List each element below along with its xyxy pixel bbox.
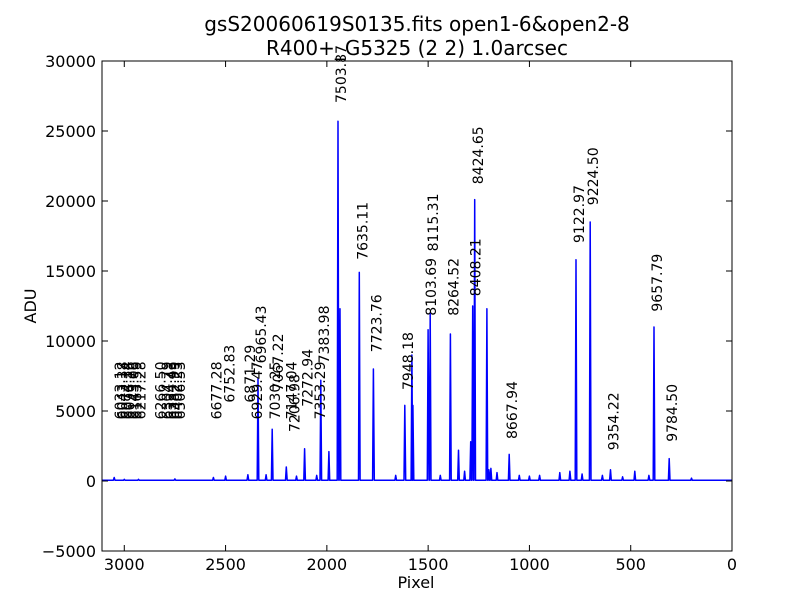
plot-area: 3000 2500 2000 1500 1000 500 0−500005000100001… xyxy=(42,45,737,574)
line-annotation: 7206.98 xyxy=(287,374,303,432)
plot-frame xyxy=(101,60,733,552)
line-annotation: 6402.25 xyxy=(170,361,186,419)
line-annotation: 6143.06 xyxy=(126,361,142,419)
line-annotation: 9122.97 xyxy=(572,185,588,243)
line-annotation: 6334.43 xyxy=(164,361,180,419)
line-annotation: 6043.38 xyxy=(116,361,132,419)
line-annotation: 9784.50 xyxy=(665,384,681,442)
line-annotation: 6965.43 xyxy=(254,305,270,363)
line-annotation: 6929.47 xyxy=(250,361,266,419)
line-annotation: 7635.11 xyxy=(355,202,371,260)
x-tick-label: 1500 xyxy=(408,555,449,574)
line-annotation: 7067.22 xyxy=(271,333,287,391)
x-axis-label: Pixel xyxy=(397,573,434,592)
y-tick-label: 15000 xyxy=(45,262,96,281)
line-annotation: 6304.79 xyxy=(160,361,176,419)
line-annotation: 6506.53 xyxy=(173,361,189,419)
x-tick-label: 0 xyxy=(727,555,737,574)
y-tick-label: 25000 xyxy=(45,122,96,141)
chart-subtitle: R400+_G5325 (2 2) 1.0arcsec xyxy=(266,36,568,60)
chart-title: gsS20060619S0135.fits open1-6&open2-8 xyxy=(204,12,630,36)
line-annotation: 6382.99 xyxy=(167,361,183,419)
line-annotation: 6217.28 xyxy=(134,361,150,419)
line-annotation: 6871.29 xyxy=(243,345,259,403)
line-annotation: 6033.12 xyxy=(113,361,129,419)
line-annotation: 9657.79 xyxy=(650,254,666,312)
line-annotation: 7353.29 xyxy=(313,361,329,419)
line-annotation: 6677.28 xyxy=(210,361,226,419)
line-annotation: 6096.16 xyxy=(122,361,138,419)
line-annotation: 8103.69 xyxy=(424,258,440,316)
y-tick-label: 30000 xyxy=(45,52,96,71)
line-annotation: 8115.31 xyxy=(426,193,442,251)
line-annotation: 8264.52 xyxy=(447,258,463,316)
x-tick-label: 1000 xyxy=(509,555,550,574)
spectrum-line xyxy=(102,120,732,482)
line-annotation: 6752.83 xyxy=(223,345,239,403)
line-annotation: 8424.65 xyxy=(471,126,487,184)
line-annotation: 9354.22 xyxy=(607,392,623,450)
y-tick-label: 0 xyxy=(86,472,96,491)
line-annotation: 6074.34 xyxy=(119,361,135,419)
x-tick-label: 500 xyxy=(615,555,646,574)
line-annotation: 7503.87 xyxy=(334,45,350,103)
y-tick-label: 20000 xyxy=(45,192,96,211)
line-annotation: 8408.21 xyxy=(469,238,485,296)
line-annotation: 7147.04 xyxy=(284,361,300,419)
line-annotation: 6266.50 xyxy=(154,361,170,419)
line-annotation: 9224.50 xyxy=(586,147,602,205)
x-tick-label: 2000 xyxy=(306,555,347,574)
y-axis-label: ADU xyxy=(21,289,40,324)
y-tick-label: 10000 xyxy=(45,332,96,351)
x-tick-label: 2500 xyxy=(205,555,246,574)
y-tick-label: 5000 xyxy=(55,402,96,421)
y-tick-label: −5000 xyxy=(42,542,96,561)
x-tick-label: 3000 xyxy=(104,555,145,574)
line-annotation: 7948.18 xyxy=(401,332,417,390)
line-annotation: 7272.94 xyxy=(301,349,317,407)
line-annotation: 7383.98 xyxy=(317,305,333,363)
line-annotation: 7030.25 xyxy=(268,361,284,419)
line-annotation: 8667.94 xyxy=(505,381,521,439)
line-annotation: 6163.59 xyxy=(129,361,145,419)
line-annotation: 7723.76 xyxy=(370,294,386,352)
